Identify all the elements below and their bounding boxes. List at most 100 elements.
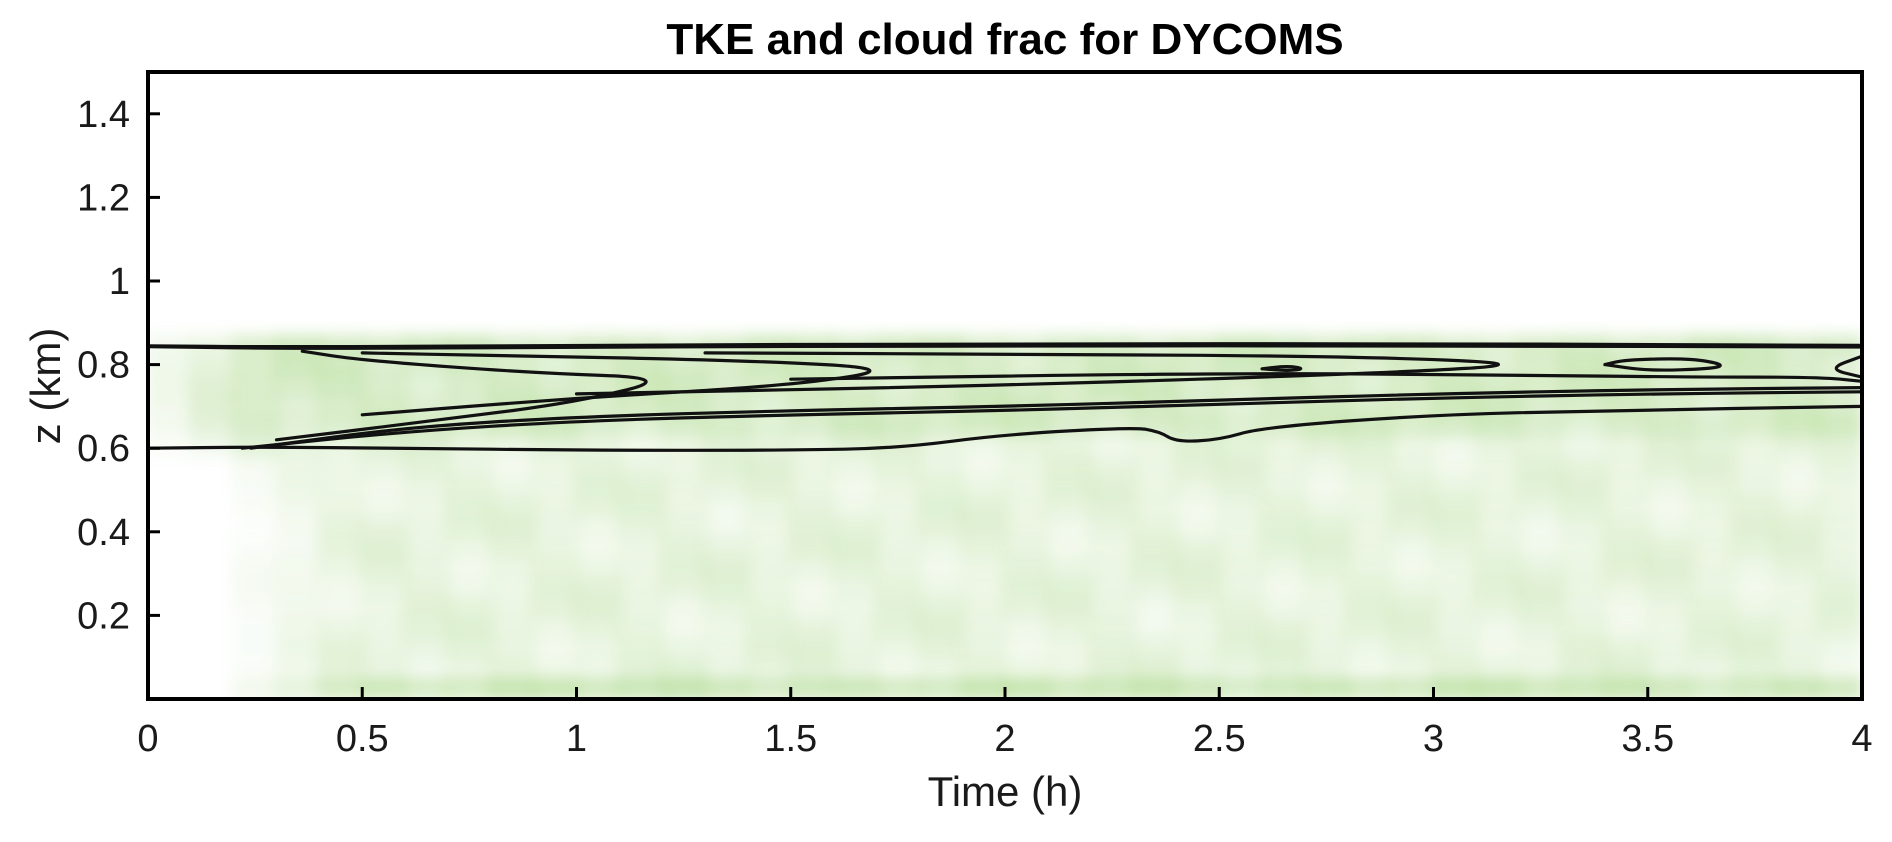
tke-cell xyxy=(832,475,878,498)
tke-cell xyxy=(1218,475,1264,498)
tke-cell xyxy=(1089,677,1135,699)
tke-cell xyxy=(1303,617,1349,640)
tke-cell xyxy=(446,677,492,699)
tke-cell xyxy=(1818,516,1862,539)
x-tick-label: 2 xyxy=(994,718,1015,760)
tke-cell xyxy=(789,354,835,377)
tke-cell xyxy=(1775,354,1821,377)
tke-cell xyxy=(1218,536,1264,559)
tke-cell xyxy=(1818,415,1862,438)
tke-cell xyxy=(446,435,492,458)
tke-cell xyxy=(1132,374,1178,397)
y-tick-label: 1.4 xyxy=(77,94,130,136)
tke-cell xyxy=(532,617,578,640)
tke-cell xyxy=(1646,516,1692,539)
tke-cell xyxy=(446,657,492,680)
tke-cell xyxy=(1175,354,1221,377)
tke-cell xyxy=(661,394,707,418)
tke-cell xyxy=(1775,677,1821,699)
tke-cell xyxy=(1732,596,1778,620)
tke-cell xyxy=(875,495,921,519)
tke-cell xyxy=(361,455,407,478)
tke-cell xyxy=(318,596,364,620)
tke-cell xyxy=(1818,556,1862,579)
tke-cell xyxy=(1046,516,1092,539)
tke-cell xyxy=(1432,516,1478,539)
tke-cell xyxy=(1218,596,1264,620)
tke-cell xyxy=(575,394,621,418)
tke-cell xyxy=(1303,556,1349,579)
tke-cell xyxy=(1689,657,1735,680)
cloud-frac-contour xyxy=(148,344,1862,350)
tke-cell xyxy=(918,596,964,620)
cloud-frac-contour xyxy=(1260,365,1303,372)
tke-cell xyxy=(575,677,621,699)
tke-cell xyxy=(1303,495,1349,519)
tke-cell xyxy=(1561,495,1606,519)
tke-cell xyxy=(1775,576,1821,599)
tke-cell xyxy=(404,556,449,579)
tke-cell xyxy=(1518,596,1564,620)
tke-cell xyxy=(661,576,707,599)
chart-title: TKE and cloud frac for DYCOMS xyxy=(666,15,1343,64)
tke-cell xyxy=(404,617,449,640)
tke-cell xyxy=(1089,596,1135,620)
tke-cell xyxy=(875,637,921,660)
tke-cell xyxy=(1389,495,1435,519)
tke-cell xyxy=(1775,556,1821,579)
tke-cell xyxy=(1346,677,1392,699)
tke-cell xyxy=(1732,536,1778,559)
tke-cell xyxy=(1775,617,1821,640)
tke-cell xyxy=(233,617,278,639)
tke-cell xyxy=(318,354,364,377)
cloud-frac-contour xyxy=(274,349,648,442)
x-tick-label: 2.5 xyxy=(1193,718,1246,760)
tke-cell xyxy=(1046,617,1092,640)
tke-cell xyxy=(1346,617,1392,640)
tke-cell xyxy=(1818,617,1862,640)
tke-cell xyxy=(1175,637,1221,660)
tke-cell xyxy=(1132,415,1178,438)
tke-cell xyxy=(1303,576,1349,599)
tke-cell xyxy=(1346,455,1392,478)
tke-cell xyxy=(1389,516,1435,539)
tke-cell xyxy=(489,536,535,559)
tke-cell xyxy=(875,617,921,640)
tke-cell xyxy=(232,536,278,559)
tke-cell xyxy=(1475,677,1521,699)
tke-cell xyxy=(1218,637,1264,660)
tke-cell xyxy=(1089,455,1135,478)
tke-cell xyxy=(704,495,749,519)
tke-cell xyxy=(404,435,449,458)
tke-cell xyxy=(1775,657,1821,680)
tke-cell xyxy=(832,536,878,559)
tke-cell xyxy=(489,596,535,620)
tke-cell xyxy=(1475,495,1521,519)
tke-cell xyxy=(532,455,578,478)
tke-cell xyxy=(1046,354,1092,377)
tke-cell xyxy=(1646,596,1692,620)
tke-cell xyxy=(1218,516,1264,539)
tke-cell xyxy=(961,617,1006,640)
tke-cell xyxy=(1389,415,1435,438)
tke-cell xyxy=(446,475,492,498)
tke-cell xyxy=(532,677,578,699)
tke-cell xyxy=(661,495,707,519)
tke-cell xyxy=(318,657,364,680)
tke-cell xyxy=(1004,576,1049,599)
tke-cell xyxy=(704,657,749,680)
tke-cell xyxy=(1132,516,1178,539)
tke-cell xyxy=(1218,495,1264,519)
tke-cell xyxy=(318,394,364,418)
tke-cell xyxy=(275,415,321,438)
tke-cell xyxy=(1303,536,1349,559)
tke-cell xyxy=(275,394,321,418)
tke-cell xyxy=(918,354,964,377)
tke-cell xyxy=(532,657,578,680)
tke-cell xyxy=(1518,495,1564,519)
tke-cell xyxy=(575,495,621,519)
tke-cell xyxy=(1261,677,1306,699)
tke-cell xyxy=(1218,374,1264,397)
tke-cell xyxy=(1389,677,1435,699)
cloud-frac-contour xyxy=(574,351,1500,396)
